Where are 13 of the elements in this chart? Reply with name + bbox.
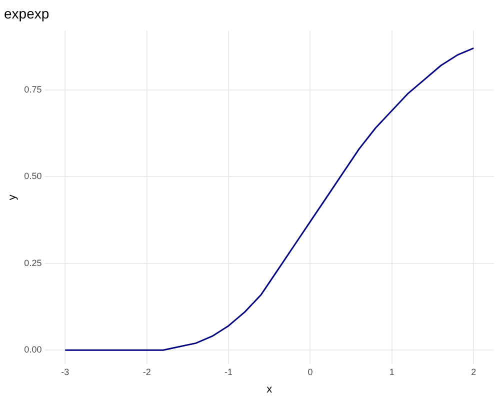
y-tick-label: 0.00 [24, 344, 42, 355]
x-tick-label: 1 [389, 366, 394, 377]
x-tick-label: -1 [224, 366, 233, 377]
y-tick-label: 0.25 [24, 258, 42, 268]
x-tick-label: 2 [471, 366, 476, 377]
y-tick-label: 0.50 [24, 171, 42, 182]
y-axis-title: y [6, 194, 19, 200]
chart-title: expexp [4, 5, 50, 22]
x-tick-label: 0 [308, 366, 313, 377]
y-tick-label: 0.75 [24, 84, 42, 94]
x-axis-title: x [266, 383, 273, 396]
x-tick-label: -3 [61, 366, 70, 377]
x-tick-label: -2 [142, 366, 151, 377]
